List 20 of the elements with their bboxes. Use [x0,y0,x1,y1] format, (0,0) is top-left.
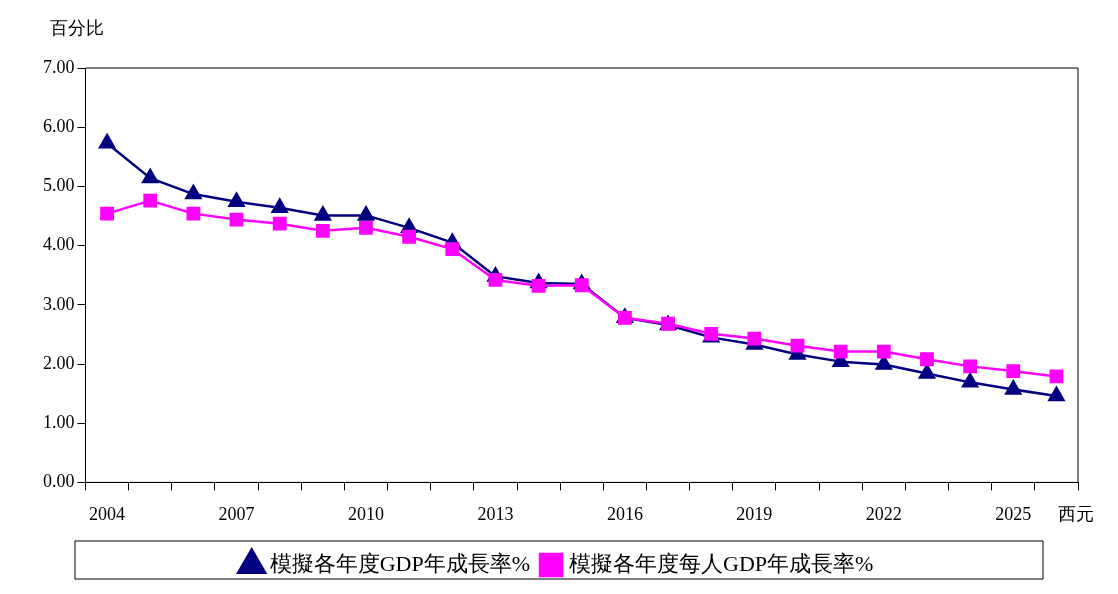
y-tick-label: 1.00 [43,411,75,432]
x-tick-label: 2013 [477,503,514,524]
x-tick-label: 2025 [995,503,1032,524]
y-tick-label: 4.00 [43,234,75,255]
x-tick-label: 2004 [89,503,126,524]
y-tick-label: 5.00 [43,175,75,196]
x-tick-label: 2016 [606,503,643,524]
y-tick-label: 7.00 [43,56,75,77]
legend-label: 模擬各年度GDP年成長率% [269,550,531,576]
y-axis-title: 百分比 [50,17,104,38]
x-tick-label: 2022 [865,503,902,524]
x-axis-title: 西元 [1058,504,1094,525]
x-tick-label: 2007 [218,503,255,524]
x-tick-label: 2019 [736,503,773,524]
y-tick-label: 0.00 [43,471,75,492]
y-tick-label: 6.00 [43,115,75,136]
legend-label: 模擬各年度每人GDP年成長率% [569,550,874,576]
y-tick-label: 2.00 [43,352,75,373]
y-tick-label: 3.00 [43,293,75,314]
x-tick-label: 2010 [347,503,384,524]
